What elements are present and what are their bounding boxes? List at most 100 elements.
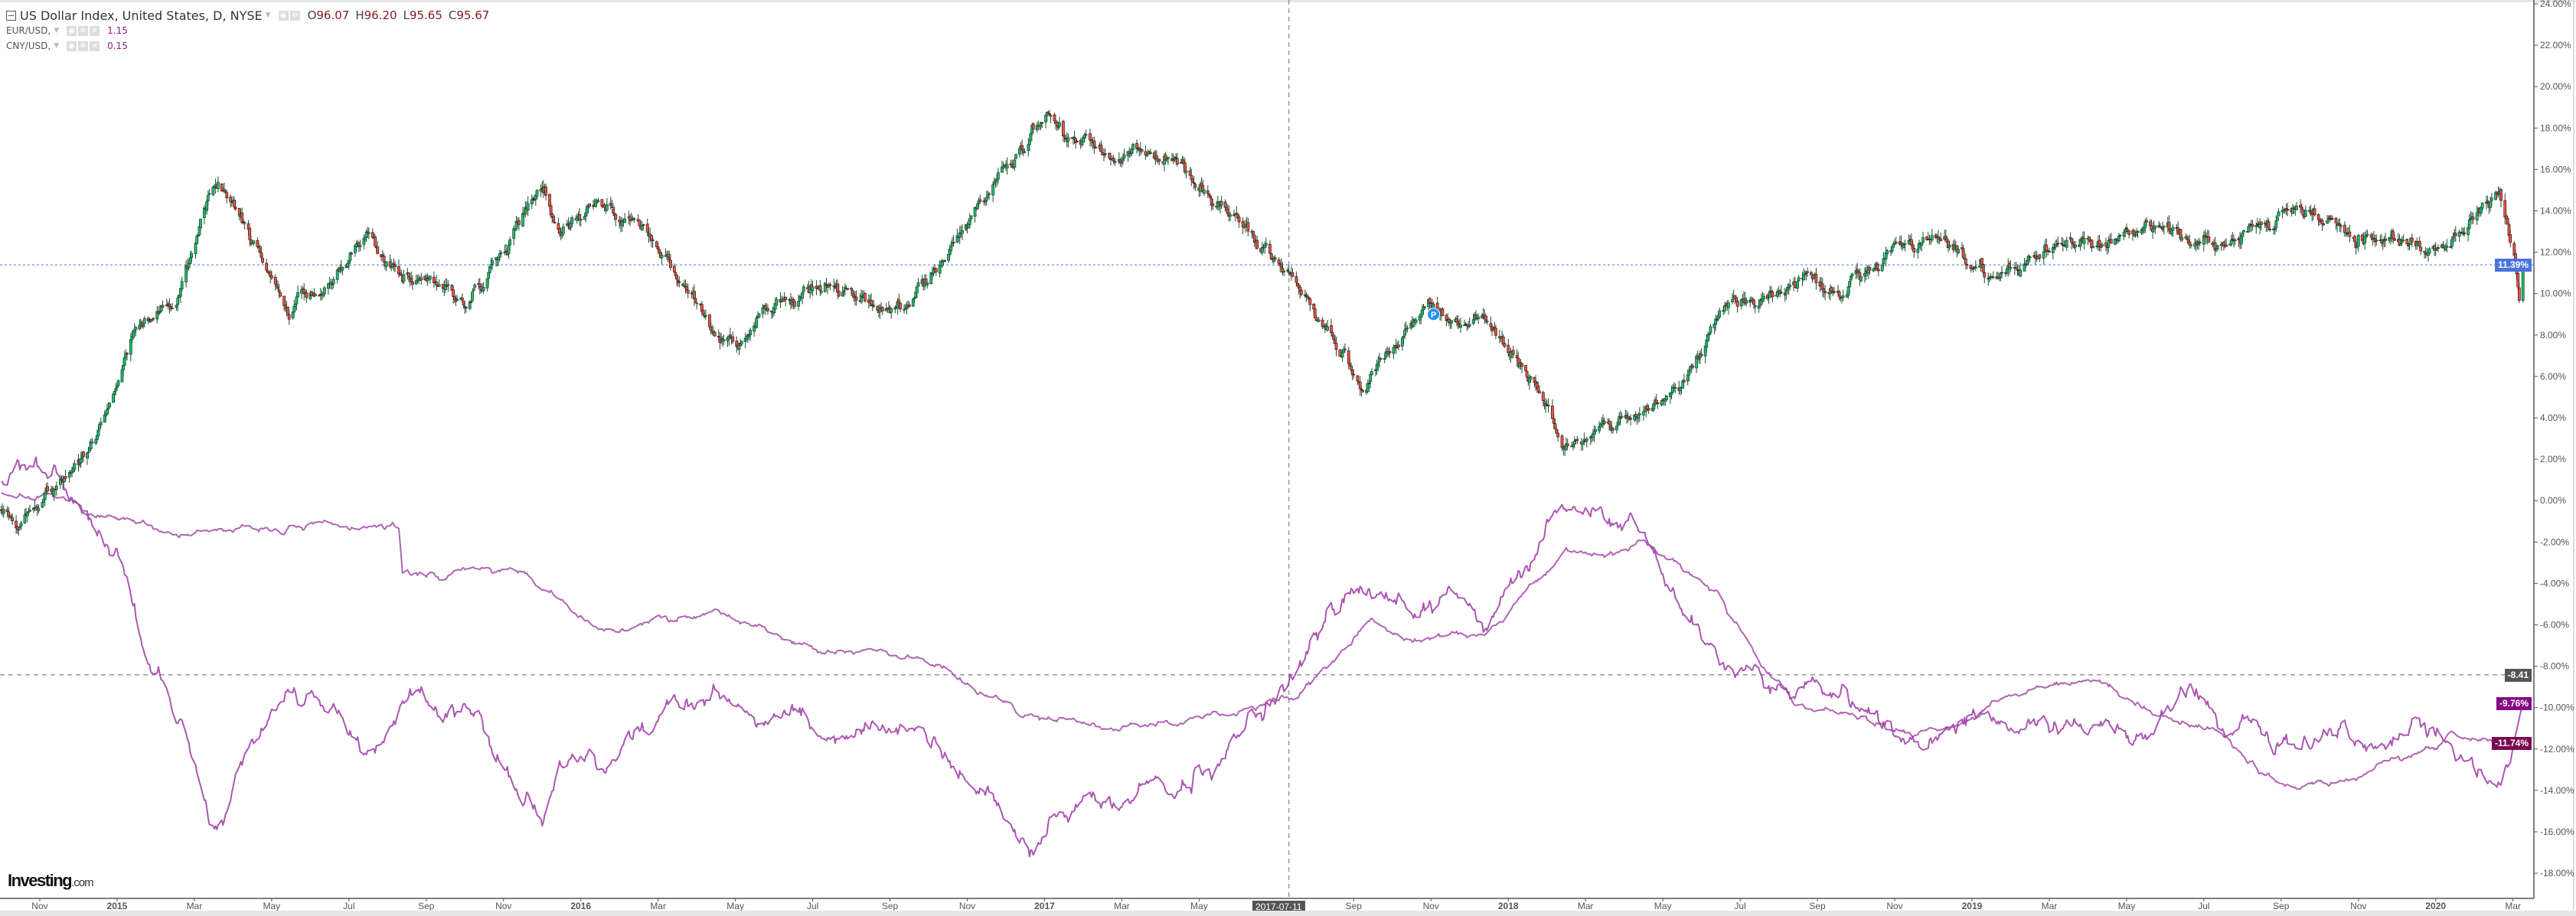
candle bbox=[1943, 229, 1947, 242]
candle-down-body bbox=[1157, 158, 1161, 162]
candle bbox=[1049, 115, 1053, 124]
open-label: O bbox=[307, 8, 317, 22]
candle-up-body bbox=[623, 218, 627, 223]
overlay-name[interactable]: EUR/USD, bbox=[6, 25, 51, 36]
candle bbox=[504, 243, 508, 253]
close-icon[interactable]: ✕ bbox=[90, 25, 100, 36]
candle-up-body bbox=[331, 279, 335, 285]
candle bbox=[2048, 247, 2051, 253]
candle-up-body bbox=[112, 393, 115, 403]
candle-up-body bbox=[2101, 243, 2104, 247]
candle bbox=[261, 253, 264, 265]
collapse-legend-icon[interactable] bbox=[6, 10, 16, 21]
candle-up-body bbox=[1620, 416, 1624, 418]
candle-down-body bbox=[2048, 250, 2051, 253]
candle-up-body bbox=[1697, 357, 1701, 360]
candle bbox=[1378, 353, 1381, 368]
eye-icon[interactable]: ◉ bbox=[278, 10, 289, 21]
candle bbox=[2229, 234, 2233, 247]
close-icon[interactable]: ✕ bbox=[90, 41, 100, 51]
candle-down-body bbox=[400, 273, 403, 275]
candle-up-body bbox=[2233, 240, 2237, 241]
main-series-title[interactable]: US Dollar Index, United States, D, NYSE bbox=[20, 8, 263, 23]
candle-up-body bbox=[295, 296, 299, 305]
candle-up-body bbox=[951, 243, 954, 246]
candle bbox=[108, 402, 112, 408]
candle-down-body bbox=[2410, 237, 2414, 243]
chevron-down-icon[interactable]: ▼ bbox=[265, 11, 271, 19]
candle-down-body bbox=[612, 209, 615, 214]
candle bbox=[2000, 266, 2003, 279]
candle-down-body bbox=[1876, 269, 1880, 272]
candle bbox=[472, 288, 475, 292]
candle bbox=[766, 304, 769, 315]
candle bbox=[1837, 289, 1841, 301]
candle bbox=[2509, 229, 2512, 247]
candle-up-body bbox=[176, 298, 180, 305]
candle bbox=[2457, 230, 2461, 242]
candle-down-body bbox=[277, 289, 281, 293]
candle bbox=[743, 332, 747, 349]
candle-up-body bbox=[1850, 273, 1854, 276]
candle bbox=[322, 285, 326, 297]
candle bbox=[1884, 246, 1888, 266]
candle-down-body bbox=[1155, 155, 1158, 159]
candle-up-body bbox=[2451, 236, 2455, 239]
candle-up-body bbox=[915, 286, 919, 294]
gear-icon[interactable]: ✲ bbox=[78, 25, 89, 36]
candle-up-body bbox=[1264, 243, 1268, 246]
chevron-down-icon[interactable]: ▼ bbox=[54, 42, 60, 50]
candle bbox=[2158, 223, 2162, 228]
eye-icon[interactable]: ◉ bbox=[67, 25, 77, 36]
price-axis[interactable]: 24.00% 22.00% 20.00% 18.00% 16.00% 14.00% 12.0… bbox=[2533, 0, 2574, 911]
overlay-name[interactable]: CNY/USD, bbox=[6, 41, 51, 51]
candle-up-body bbox=[973, 207, 977, 217]
candle-up-body bbox=[437, 284, 441, 287]
candle-up-body bbox=[2415, 243, 2419, 246]
candle bbox=[1709, 324, 1712, 335]
candle bbox=[341, 266, 344, 275]
eye-icon[interactable]: ◉ bbox=[67, 41, 77, 51]
time-axis[interactable]: Nov 2015 Mar May Jul Sep Nov 2016 Mar May Jul Sep No… bbox=[0, 898, 2534, 911]
candle-down-body bbox=[1553, 423, 1557, 429]
candle-down-body bbox=[1367, 383, 1371, 384]
candle bbox=[279, 292, 282, 298]
candle-up-body bbox=[364, 237, 367, 240]
candle-down-body bbox=[685, 286, 689, 291]
candle bbox=[1872, 269, 1876, 272]
candle bbox=[1423, 305, 1427, 310]
candle bbox=[1058, 116, 1061, 129]
candle bbox=[1614, 424, 1618, 434]
candle bbox=[1075, 140, 1079, 143]
candle-up-body bbox=[124, 354, 128, 358]
candle bbox=[2145, 217, 2148, 226]
candle-down-body bbox=[1113, 161, 1117, 164]
candle bbox=[1647, 405, 1650, 414]
candle-up-body bbox=[539, 189, 543, 192]
event-marker[interactable]: P bbox=[1427, 308, 1441, 321]
chevron-down-icon[interactable]: ▼ bbox=[54, 27, 60, 34]
candle bbox=[1699, 350, 1702, 365]
guides bbox=[0, 0, 2534, 898]
candle-up-body bbox=[106, 407, 110, 409]
candle bbox=[2303, 205, 2307, 217]
gear-icon[interactable]: ✲ bbox=[289, 10, 300, 21]
candle bbox=[1696, 350, 1699, 360]
candle bbox=[1103, 148, 1107, 158]
investing-logo[interactable]: Investing.com bbox=[8, 871, 94, 891]
candle bbox=[1850, 272, 1854, 279]
candle bbox=[384, 261, 388, 272]
candle-down-body bbox=[256, 240, 260, 247]
candle bbox=[1581, 441, 1585, 451]
candle-up-body bbox=[811, 286, 815, 292]
candle bbox=[1611, 428, 1614, 434]
candle bbox=[1366, 379, 1370, 393]
candle-up-body bbox=[749, 329, 753, 335]
candle-down-body bbox=[258, 246, 262, 252]
candle bbox=[1140, 149, 1144, 154]
gear-icon[interactable]: ✲ bbox=[78, 41, 89, 51]
candle bbox=[991, 181, 995, 203]
candle-up-body bbox=[178, 288, 182, 297]
candle bbox=[1358, 375, 1362, 396]
